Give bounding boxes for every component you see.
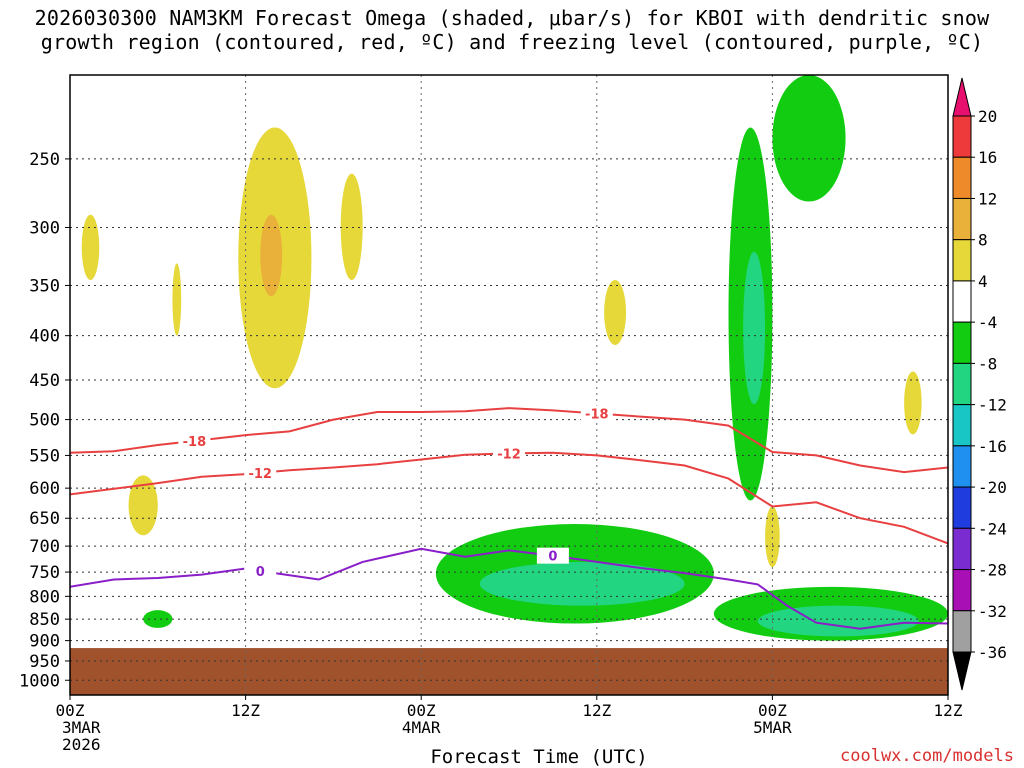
colorbar-swatch-12 bbox=[952, 610, 972, 653]
omega-region-sinking-1 bbox=[172, 263, 182, 336]
omega-region-rising-4 bbox=[479, 561, 685, 606]
ytick-label-1000: 1000 bbox=[19, 671, 60, 691]
colorbar-swatch-8 bbox=[952, 445, 972, 488]
dgz-contour--12 bbox=[70, 451, 948, 545]
source-credit: coolwx.com/models bbox=[840, 746, 1014, 766]
ytick-label-350: 350 bbox=[29, 276, 60, 296]
colorbar-label-8: -16 bbox=[978, 437, 1007, 456]
omega-region-sinking-5 bbox=[128, 475, 158, 536]
omega-region-sinking-4 bbox=[340, 173, 363, 281]
colorbar-label-5: -4 bbox=[978, 313, 997, 332]
colorbar-swatch-11 bbox=[952, 569, 972, 612]
xtick-label-48: 00Z bbox=[758, 701, 787, 720]
omega-region-sinking-3 bbox=[260, 214, 283, 297]
plot-border bbox=[69, 74, 949, 696]
contour-label-1: -18 bbox=[585, 408, 609, 423]
x-axis-label: Forecast Time (UTC) bbox=[430, 746, 647, 768]
terrain-layer bbox=[70, 648, 948, 695]
omega-region-rising-6 bbox=[757, 605, 919, 637]
terrain-fill bbox=[70, 648, 948, 695]
colorbar-label-7: -12 bbox=[978, 396, 1007, 415]
colorbar-swatch-5 bbox=[952, 321, 972, 364]
xtick-label-60: 12Z bbox=[934, 701, 963, 720]
contour-label-5: 0 bbox=[548, 550, 557, 565]
contour-label-4: 0 bbox=[256, 565, 265, 580]
chart-title-line-2: growth region (contoured, red, ºC) and f… bbox=[40, 30, 984, 54]
colorbar-swatch-9 bbox=[952, 486, 972, 529]
xtick-date-0: 3MAR bbox=[62, 718, 101, 737]
colorbar-label-0: 20 bbox=[978, 107, 997, 126]
colorbar-swatch-7 bbox=[952, 404, 972, 447]
colorbar: 20 16 12 8 4 -4 -8 -12 -16 -20 -24 -28 -32 -36 bbox=[952, 77, 1007, 691]
colorbar-label-1: 16 bbox=[978, 148, 997, 167]
colorbar-swatch-6 bbox=[952, 362, 972, 406]
ytick-label-400: 400 bbox=[29, 327, 60, 347]
colorbar-swatch-3 bbox=[952, 239, 972, 282]
colorbar-label-13: -36 bbox=[978, 643, 1007, 662]
colorbar-swatch-4 bbox=[952, 280, 972, 323]
omega-region-rising-1 bbox=[743, 251, 766, 405]
omega-region-sinking-8 bbox=[765, 506, 780, 568]
chart-title-line-1: 2026030300 NAM3KM Forecast Omega (shaded… bbox=[34, 6, 990, 30]
omega-region-sinking-6 bbox=[604, 280, 627, 345]
colorbar-label-6: -8 bbox=[978, 354, 997, 373]
colorbar-swatch-0 bbox=[952, 115, 972, 158]
contour-label-bg-3 bbox=[493, 445, 525, 462]
colorbar-bottom-triangle bbox=[952, 651, 972, 691]
contour-label-3: -12 bbox=[497, 447, 521, 462]
ytick-label-250: 250 bbox=[29, 150, 60, 170]
xtick-label-36: 12Z bbox=[582, 701, 611, 720]
contour-label-bg-4 bbox=[244, 562, 277, 579]
colorbar-swatch-2 bbox=[952, 197, 972, 241]
ytick-label-750: 750 bbox=[29, 563, 60, 583]
contour-label-bg-2 bbox=[244, 464, 277, 481]
colorbar-label-10: -24 bbox=[978, 519, 1007, 538]
colorbar-label-9: -20 bbox=[978, 478, 1007, 497]
contour-label-bg-1 bbox=[580, 405, 613, 422]
contour-label-2: -12 bbox=[248, 467, 272, 482]
omega-region-sinking-7 bbox=[904, 371, 922, 435]
colorbar-label-2: 12 bbox=[978, 189, 997, 208]
ytick-label-800: 800 bbox=[29, 587, 60, 607]
omega-shading-layer bbox=[81, 75, 948, 641]
colorbar-label-3: 8 bbox=[978, 231, 988, 250]
ytick-label-550: 550 bbox=[29, 446, 60, 466]
ytick-label-300: 300 bbox=[29, 218, 60, 238]
ytick-label-850: 850 bbox=[29, 610, 60, 630]
axes-layer: 2503003504004505005506006507007508008509… bbox=[19, 150, 963, 768]
plot-frame bbox=[69, 74, 949, 696]
contour-layer: -18 -18 -12 -12 0 0 bbox=[70, 405, 948, 630]
omega-region-rising-7 bbox=[143, 610, 173, 628]
xtick-date-48: 5MAR bbox=[753, 718, 792, 737]
colorbar-label-11: -28 bbox=[978, 561, 1007, 580]
omega-region-rising-2 bbox=[772, 75, 846, 202]
freezing-level-contour bbox=[70, 547, 948, 630]
ytick-label-450: 450 bbox=[29, 371, 60, 391]
contour-label-bg-0 bbox=[178, 432, 211, 449]
contour-label-0: -18 bbox=[183, 435, 207, 450]
xtick-label-12: 12Z bbox=[231, 701, 260, 720]
colorbar-swatch-10 bbox=[952, 527, 972, 571]
omega-region-sinking-0 bbox=[81, 214, 100, 281]
ytick-label-650: 650 bbox=[29, 509, 60, 529]
colorbar-label-4: 4 bbox=[978, 272, 988, 291]
ytick-label-900: 900 bbox=[29, 632, 60, 652]
ytick-label-600: 600 bbox=[29, 479, 60, 499]
dgz-contour--18 bbox=[70, 407, 948, 474]
ytick-label-700: 700 bbox=[29, 537, 60, 557]
ytick-label-950: 950 bbox=[29, 652, 60, 672]
xtick-label-24: 00Z bbox=[407, 701, 436, 720]
xtick-date-24: 4MAR bbox=[402, 718, 441, 737]
xtick-year-0: 2026 bbox=[62, 735, 101, 754]
xtick-label-0: 00Z bbox=[56, 701, 85, 720]
colorbar-label-12: -32 bbox=[978, 602, 1007, 621]
contour-label-bg-5 bbox=[536, 547, 569, 564]
colorbar-top-triangle bbox=[952, 77, 972, 117]
ytick-label-500: 500 bbox=[29, 411, 60, 431]
colorbar-swatch-1 bbox=[952, 156, 972, 199]
